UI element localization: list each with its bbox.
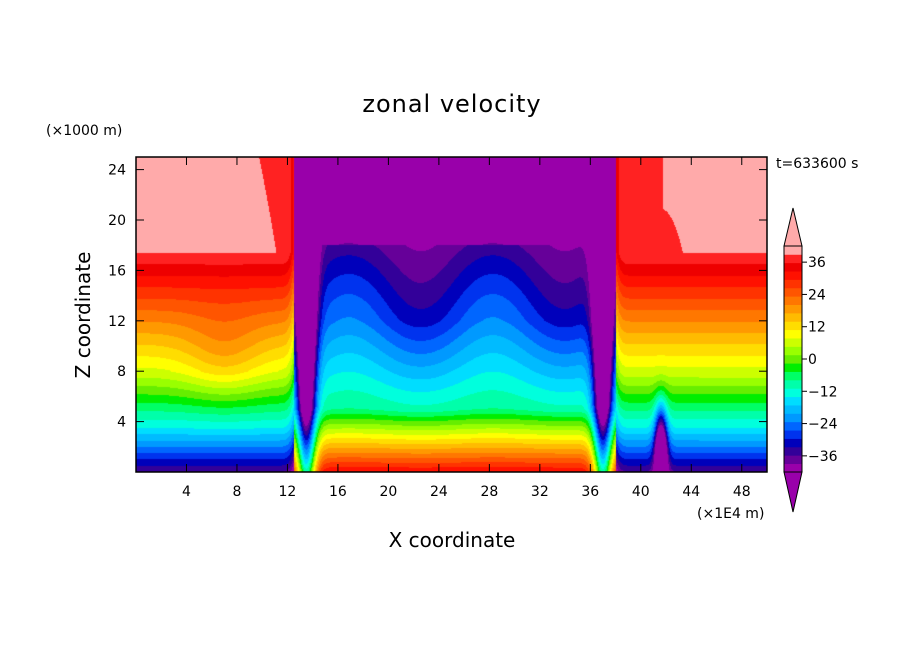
colorbar-bin: [784, 421, 802, 431]
y-tick-label: 4: [117, 415, 126, 431]
colorbar-bin: [784, 271, 802, 280]
x-tick-label: 28: [480, 484, 498, 500]
colorbar: 36 24 12 0 −12 −24 −36: [783, 207, 838, 513]
y-tick-label: 24: [108, 163, 126, 179]
colorbar-bin: [784, 413, 802, 423]
x-tick-label: 44: [682, 484, 700, 500]
colorbar-tick-label: 0: [808, 352, 817, 368]
plot-frame: [135, 156, 768, 473]
x-axis: 4 8 12 16 20 24 28 32 36 40 44 48: [182, 157, 751, 500]
y-tick-label: 16: [108, 263, 126, 279]
colorbar-bin: [784, 371, 802, 381]
colorbar-bin: [784, 446, 802, 456]
colorbar-tick-label: −24: [808, 417, 838, 433]
colorbar-bin: [784, 338, 802, 347]
chart-title: zonal velocity: [362, 90, 541, 118]
x-tick-label: 12: [279, 484, 297, 500]
colorbar-bin: [784, 296, 802, 305]
colorbar-bin: [784, 262, 802, 272]
colorbar-tick-label: 24: [808, 287, 826, 303]
colorbar-tick-label: −36: [808, 449, 838, 465]
y-tick-label: 20: [108, 213, 126, 229]
colorbar-tick-label: 12: [808, 320, 826, 336]
x-tick-label: 16: [329, 484, 347, 500]
contour-plot-area: [136, 157, 767, 472]
y-tick-label: 8: [117, 364, 126, 380]
x-tick-label: 24: [430, 484, 448, 500]
x-axis-label: X coordinate: [389, 528, 516, 552]
colorbar-bin: [784, 304, 802, 314]
colorbar-bin: [784, 279, 802, 289]
colorbar-bin: [784, 388, 802, 398]
colorbar-bin: [784, 430, 802, 439]
colorbar-bin: [784, 405, 802, 414]
colorbar-bin: [784, 312, 802, 322]
x-tick-label: 32: [531, 484, 549, 500]
colorbar-bin: [784, 321, 802, 331]
colorbar-over-triangle: [783, 207, 803, 247]
colorbar-tick-label: −12: [808, 384, 838, 400]
x-tick-label: 4: [182, 484, 191, 500]
colorbar-bin: [784, 246, 802, 255]
colorbar-bin: [784, 438, 802, 448]
contour-field: [136, 157, 767, 472]
colorbar-bin: [784, 329, 802, 339]
y-axis-label: Z coordinate: [71, 252, 95, 379]
x-unit-label: (×1E4 m): [697, 506, 764, 522]
colorbar-bin: [784, 463, 802, 473]
colorbar-bin: [784, 379, 802, 389]
y-axis: 4 8 12 16 20 24: [108, 163, 767, 431]
colorbar-tick-label: 36: [808, 255, 826, 271]
colorbar-bin: [784, 455, 802, 465]
colorbar-bin: [784, 363, 802, 372]
colorbar-bin: [784, 396, 802, 406]
colorbar-under-triangle: [783, 471, 803, 513]
x-tick-label: 48: [733, 484, 751, 500]
y-unit-label: (×1000 m): [46, 123, 122, 139]
time-label: t=633600 s: [776, 156, 858, 172]
colorbar-bin: [784, 346, 802, 356]
x-tick-label: 36: [581, 484, 599, 500]
colorbar-bin: [784, 354, 802, 364]
colorbar-bin: [784, 287, 802, 297]
colorbar-bin: [784, 254, 802, 264]
x-tick-label: 20: [379, 484, 397, 500]
y-tick-label: 12: [108, 314, 126, 330]
x-tick-label: 8: [232, 484, 241, 500]
x-tick-label: 40: [632, 484, 650, 500]
